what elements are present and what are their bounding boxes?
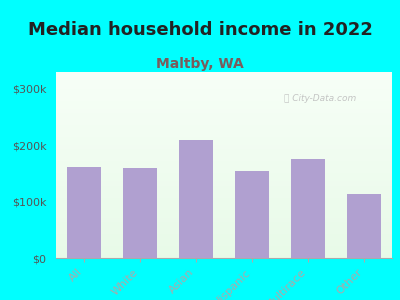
Text: Maltby, WA: Maltby, WA	[156, 57, 244, 71]
Bar	[235, 171, 269, 258]
Bar	[123, 168, 157, 258]
Text: ⓘ City-Data.com: ⓘ City-Data.com	[284, 94, 357, 103]
Text: Median household income in 2022: Median household income in 2022	[28, 21, 372, 39]
Bar	[179, 140, 213, 258]
Bar	[347, 194, 381, 258]
Bar	[67, 167, 101, 258]
Bar	[291, 159, 325, 258]
